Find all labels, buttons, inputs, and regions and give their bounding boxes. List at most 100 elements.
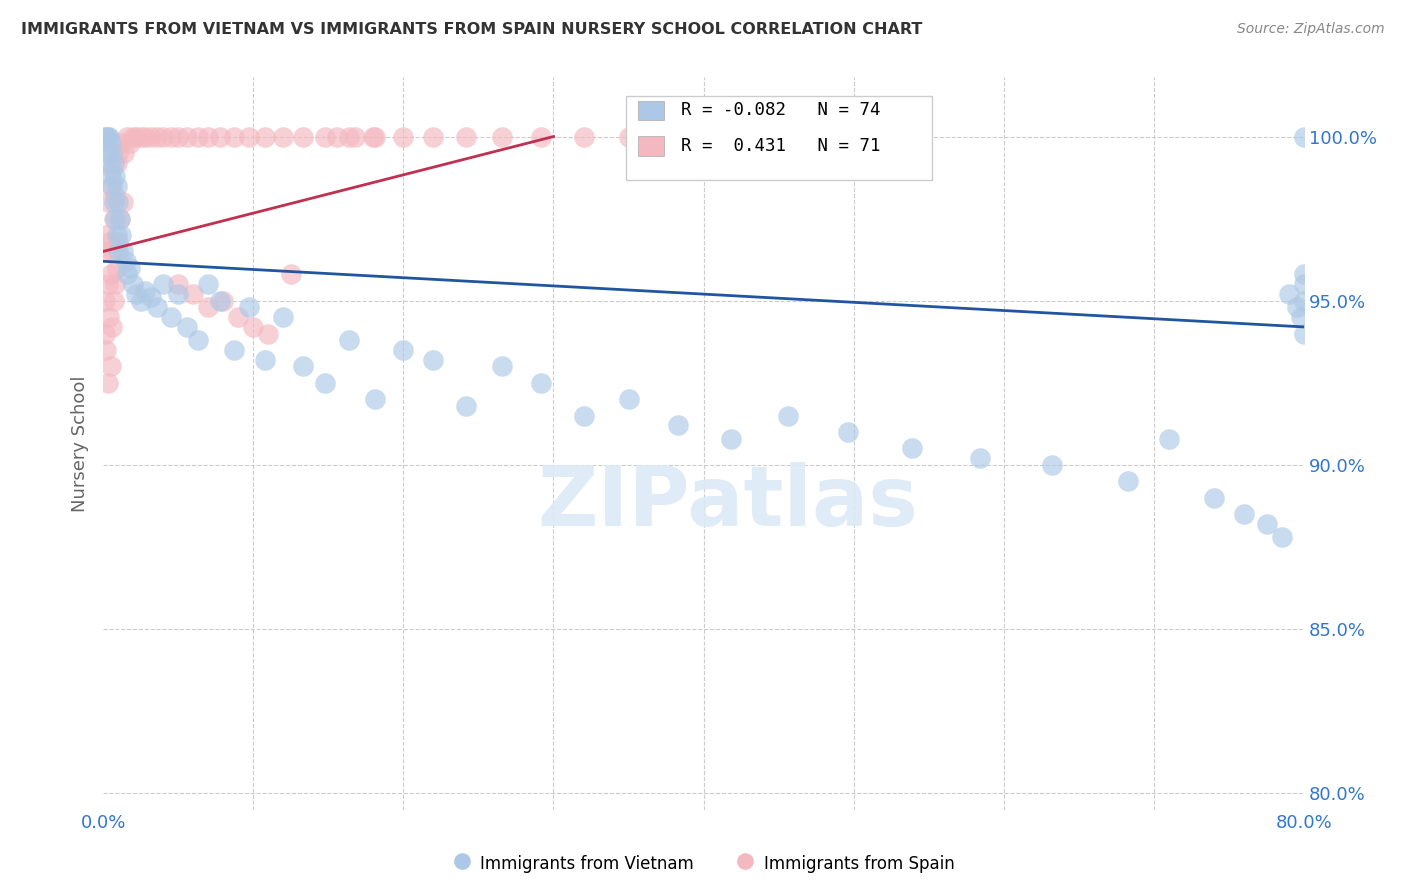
Point (103, 211, 125, 226)
Point (101, 178, 124, 193)
Point (1256, 516, 1278, 531)
Point (720, 129, 742, 144)
Point (107, 145, 129, 160)
Point (337, 129, 360, 144)
Point (98, 310, 121, 324)
Point (222, 129, 245, 144)
Point (456, 129, 478, 144)
Point (167, 287, 190, 301)
Point (1278, 287, 1301, 301)
Point (181, 287, 204, 301)
Point (107, 195, 129, 210)
Point (209, 293, 232, 308)
Point (125, 129, 148, 144)
Point (167, 277, 190, 292)
Point (257, 326, 280, 341)
Text: Source: ZipAtlas.com: Source: ZipAtlas.com (1237, 22, 1385, 37)
Point (530, 129, 553, 144)
Point (159, 129, 181, 144)
Point (94, 227, 117, 242)
Point (105, 227, 128, 242)
Point (94, 136, 117, 150)
Point (93, 293, 115, 308)
Point (134, 284, 156, 298)
Point (238, 129, 260, 144)
Point (187, 129, 209, 144)
Point (326, 129, 349, 144)
Point (364, 129, 387, 144)
Text: IMMIGRANTS FROM VIETNAM VS IMMIGRANTS FROM SPAIN NURSERY SCHOOL CORRELATION CHAR: IMMIGRANTS FROM VIETNAM VS IMMIGRANTS FR… (21, 22, 922, 37)
Point (120, 260, 142, 275)
Point (197, 277, 219, 292)
Point (104, 188, 127, 202)
Point (242, 320, 264, 334)
Point (97, 376, 120, 390)
Point (93, 326, 115, 341)
Point (666, 418, 689, 433)
Point (364, 392, 387, 406)
Point (337, 333, 360, 347)
Point (100, 136, 122, 150)
Point (107, 235, 129, 249)
Point (271, 310, 294, 324)
Point (105, 156, 128, 170)
Point (1202, 491, 1225, 505)
Point (776, 409, 799, 423)
Point (101, 145, 124, 160)
Point (167, 129, 190, 144)
Point (120, 136, 142, 150)
Point (969, 451, 991, 466)
Point (197, 300, 219, 314)
Point (94, 129, 117, 144)
Point (108, 211, 131, 226)
Point (105, 260, 128, 275)
Point (1294, 326, 1316, 341)
Point (392, 129, 415, 144)
Point (422, 129, 444, 144)
Point (363, 129, 385, 144)
Point (491, 129, 513, 144)
Point (901, 442, 924, 456)
Point (134, 129, 156, 144)
Point (111, 195, 134, 210)
Point (98, 129, 121, 144)
Point (122, 277, 145, 292)
Point (100, 169, 122, 183)
Point (146, 129, 169, 144)
Point (114, 254, 136, 268)
Point (1285, 300, 1308, 314)
FancyBboxPatch shape (637, 136, 664, 156)
Point (104, 169, 127, 183)
Point (94, 343, 117, 357)
Point (101, 320, 124, 334)
Point (104, 277, 127, 292)
Point (101, 244, 124, 259)
Point (1294, 277, 1316, 292)
Point (1233, 507, 1256, 521)
Point (1294, 129, 1316, 144)
FancyBboxPatch shape (626, 95, 932, 180)
Point (1040, 458, 1063, 472)
Point (103, 293, 125, 308)
Point (93, 129, 115, 144)
Point (617, 129, 640, 144)
FancyBboxPatch shape (637, 101, 664, 120)
Point (187, 333, 209, 347)
Point (159, 310, 181, 324)
Point (226, 310, 249, 324)
Point (254, 352, 277, 367)
Point (572, 129, 595, 144)
Point (103, 195, 125, 210)
Point (107, 244, 129, 259)
Point (1157, 432, 1180, 446)
Point (97, 277, 120, 292)
Point (125, 287, 148, 301)
Point (176, 129, 198, 144)
Point (291, 359, 314, 374)
Point (456, 399, 478, 413)
Point (666, 129, 689, 144)
Point (112, 145, 135, 160)
Point (422, 352, 444, 367)
Point (572, 409, 595, 423)
Point (129, 129, 152, 144)
